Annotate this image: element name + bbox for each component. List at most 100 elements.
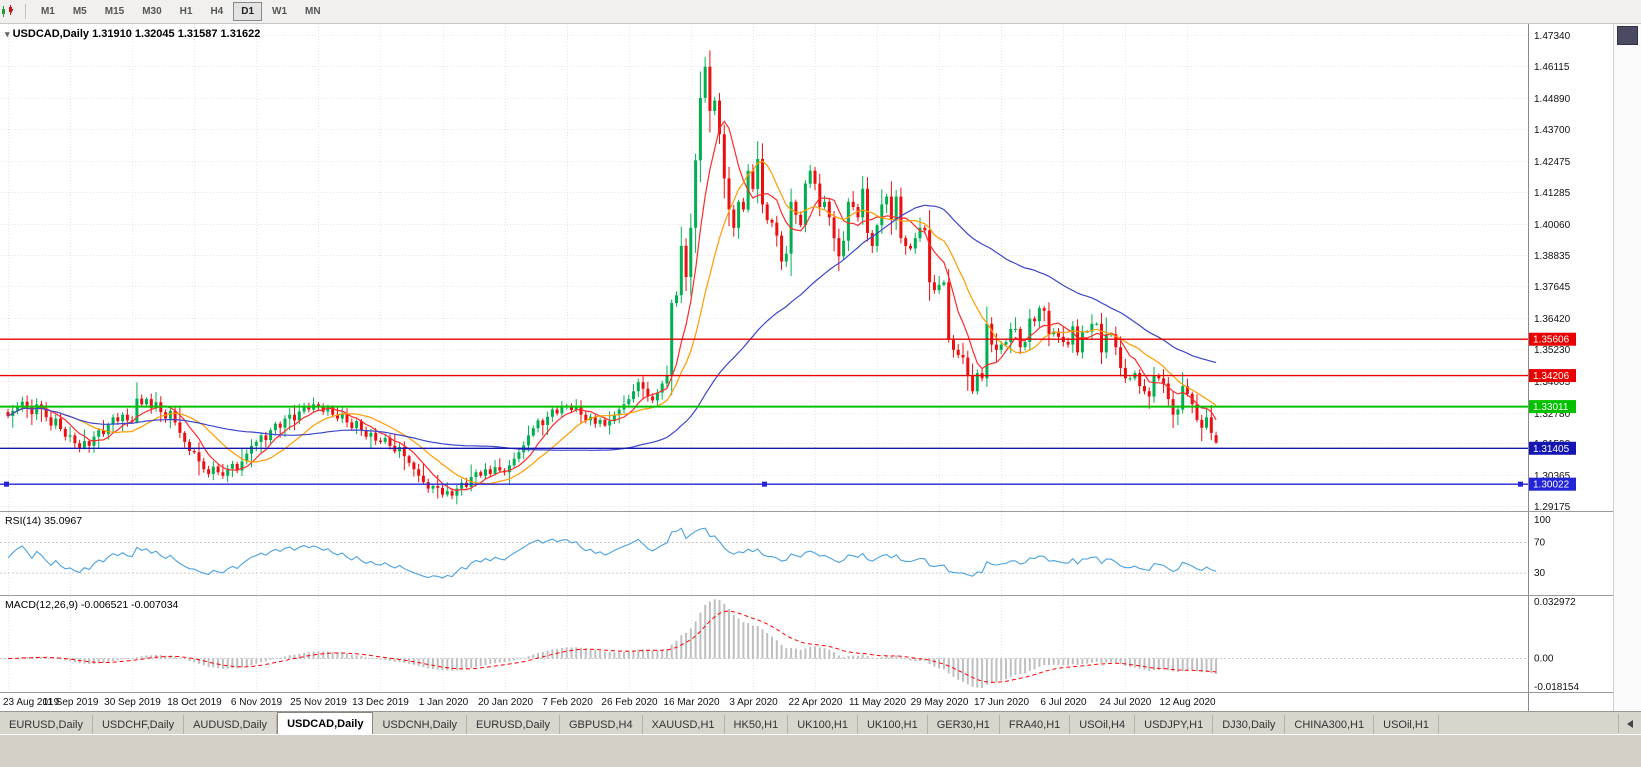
date-axis-label: 6 Jul 2020 — [1040, 697, 1087, 708]
ohlc-open: 1.31910 — [92, 28, 132, 40]
candle-body — [197, 452, 201, 462]
candle-body — [1200, 419, 1204, 428]
candle-body — [975, 373, 979, 392]
macd-panel-canvas[interactable]: 0.032972 0.00 -0.018154 — [0, 596, 1641, 693]
chart-type-dropdown[interactable]: ▼ — [2, 5, 19, 17]
candle-body — [694, 160, 698, 228]
candle-body — [808, 170, 812, 184]
timeframe-button-h1[interactable]: H1 — [179, 6, 193, 17]
chart-tab-usdchf-daily[interactable]: USDCHF,Daily — [93, 715, 185, 734]
chart-tab-usdjpy-h1[interactable]: USDJPY,H1 — [1135, 715, 1214, 734]
chart-tab-audusd-daily[interactable]: AUDUSD,Daily — [184, 715, 278, 734]
chart-tab-uk100-h1[interactable]: UK100,H1 — [858, 715, 928, 734]
candle-body — [517, 452, 521, 459]
timeframe-button-d1[interactable]: D1 — [233, 2, 263, 21]
candle-body — [942, 282, 946, 285]
chart-tab-hk50-h1[interactable]: HK50,H1 — [725, 715, 789, 734]
candle-body — [111, 417, 115, 425]
candle-body — [761, 159, 764, 205]
macd-axis-label: 0.032972 — [1534, 597, 1576, 608]
macd-signal-line — [7, 610, 1217, 683]
candle-body — [1138, 373, 1142, 387]
timeframe-button-m15[interactable]: M15 — [104, 6, 125, 17]
chart-tab-dj30-daily[interactable]: DJ30,Daily — [1213, 715, 1286, 734]
candle-body — [78, 443, 82, 448]
line-handle[interactable] — [4, 481, 9, 487]
candle-body — [145, 399, 148, 405]
candle-body — [1009, 329, 1013, 342]
chart-tab-china300-h1[interactable]: CHINA300,H1 — [1285, 715, 1375, 734]
ohlc-low: 1.31587 — [177, 28, 218, 40]
candle-body — [923, 227, 927, 231]
date-axis-label: 26 Feb 2020 — [601, 697, 658, 708]
chart-tab-fra40-h1[interactable]: FRA40,H1 — [1000, 715, 1071, 734]
timeframe-button-m5[interactable]: M5 — [72, 6, 87, 17]
rsi-panel-canvas[interactable]: 100 70 30 — [0, 512, 1641, 596]
timeframe-button-mn[interactable]: MN — [305, 6, 321, 17]
chart-tab-usdcnh-daily[interactable]: USDCNH,Daily — [373, 715, 468, 734]
price-tag[interactable] — [1529, 332, 1576, 346]
chart-area[interactable]: 1.47340 1.46115 1.44890 1.43700 1.42475 1.412… — [0, 24, 1641, 711]
candle-body — [293, 414, 296, 421]
candle-body — [799, 214, 803, 226]
ohlc-close: 1.31622 — [220, 28, 261, 40]
price-tag[interactable] — [1529, 369, 1576, 383]
chart-tab-gbpusd-h4[interactable]: GBPUSD,H4 — [560, 715, 643, 734]
chart-tab-eurusd-daily[interactable]: EURUSD,Daily — [0, 715, 93, 734]
candle-body — [1114, 334, 1118, 348]
candle-body — [350, 422, 354, 429]
candle-body — [288, 414, 292, 419]
candle-body — [1162, 378, 1166, 384]
candle-body — [775, 222, 779, 236]
price-tag[interactable] — [1529, 477, 1576, 491]
chart-tab-xauusd-h1[interactable]: XAUUSD,H1 — [643, 715, 725, 734]
timeframe-button-h4[interactable]: H4 — [210, 6, 224, 17]
candle-body — [1080, 331, 1084, 353]
chart-tab-usoil-h1[interactable]: USOil,H1 — [1374, 715, 1439, 734]
candle-body — [627, 399, 631, 405]
candle-body — [1095, 323, 1099, 325]
chart-tab-eurusd-daily[interactable]: EURUSD,Daily — [467, 715, 560, 734]
collapse-caret-icon[interactable]: ▾ — [5, 29, 10, 39]
chart-scrollbar-thumb[interactable] — [1617, 26, 1638, 45]
rsi-indicator-label: RSI(14) 35.0967 — [5, 515, 82, 527]
tab-scroll-button[interactable] — [1618, 714, 1641, 733]
price-tag[interactable] — [1529, 400, 1576, 414]
candle-body — [82, 441, 86, 448]
candle-body — [54, 418, 58, 426]
price-axis-label: 1.35230 — [1534, 345, 1571, 356]
candle-body — [1176, 409, 1180, 415]
timeframe-button-m1[interactable]: M1 — [40, 6, 55, 17]
candle-body — [756, 159, 760, 189]
macd-axis-label: 0.00 — [1534, 653, 1554, 664]
line-handle[interactable] — [1518, 481, 1523, 487]
candle-body — [106, 424, 110, 435]
candle-body — [550, 409, 554, 417]
timeframe-button-w1[interactable]: W1 — [272, 6, 288, 17]
candle-body — [966, 357, 970, 376]
chart-tab-ger30-h1[interactable]: GER30,H1 — [928, 715, 1000, 734]
chart-tab-uk100-h1[interactable]: UK100,H1 — [788, 715, 858, 734]
chart-tab-usdcad-daily[interactable]: USDCAD,Daily — [277, 712, 374, 734]
candle-body — [889, 196, 893, 220]
date-axis-label: 23 Aug 2019 — [3, 697, 60, 708]
chart-tab-usoil-h4[interactable]: USOil,H4 — [1070, 715, 1136, 734]
candle-body — [1014, 329, 1017, 330]
candle-body — [703, 66, 707, 98]
main-chart-canvas[interactable]: 1.47340 1.46115 1.44890 1.43700 1.42475 1.412… — [0, 24, 1641, 512]
moving-average-line-52 — [7, 204, 1217, 451]
macd-name: MACD(12,26,9) — [5, 599, 78, 611]
candle-body — [369, 432, 373, 437]
price-tag[interactable] — [1529, 441, 1576, 455]
candle-body — [608, 421, 612, 426]
candle-body — [283, 418, 287, 428]
candle-body — [445, 491, 449, 495]
line-handle[interactable] — [762, 481, 767, 487]
candle-body — [937, 284, 941, 291]
candle-body — [679, 245, 683, 296]
chart-scrollbar[interactable] — [1613, 24, 1641, 711]
candle-body — [488, 469, 492, 474]
timeframe-button-m30[interactable]: M30 — [142, 6, 162, 17]
price-tag-label: 1.33011 — [1533, 402, 1569, 413]
